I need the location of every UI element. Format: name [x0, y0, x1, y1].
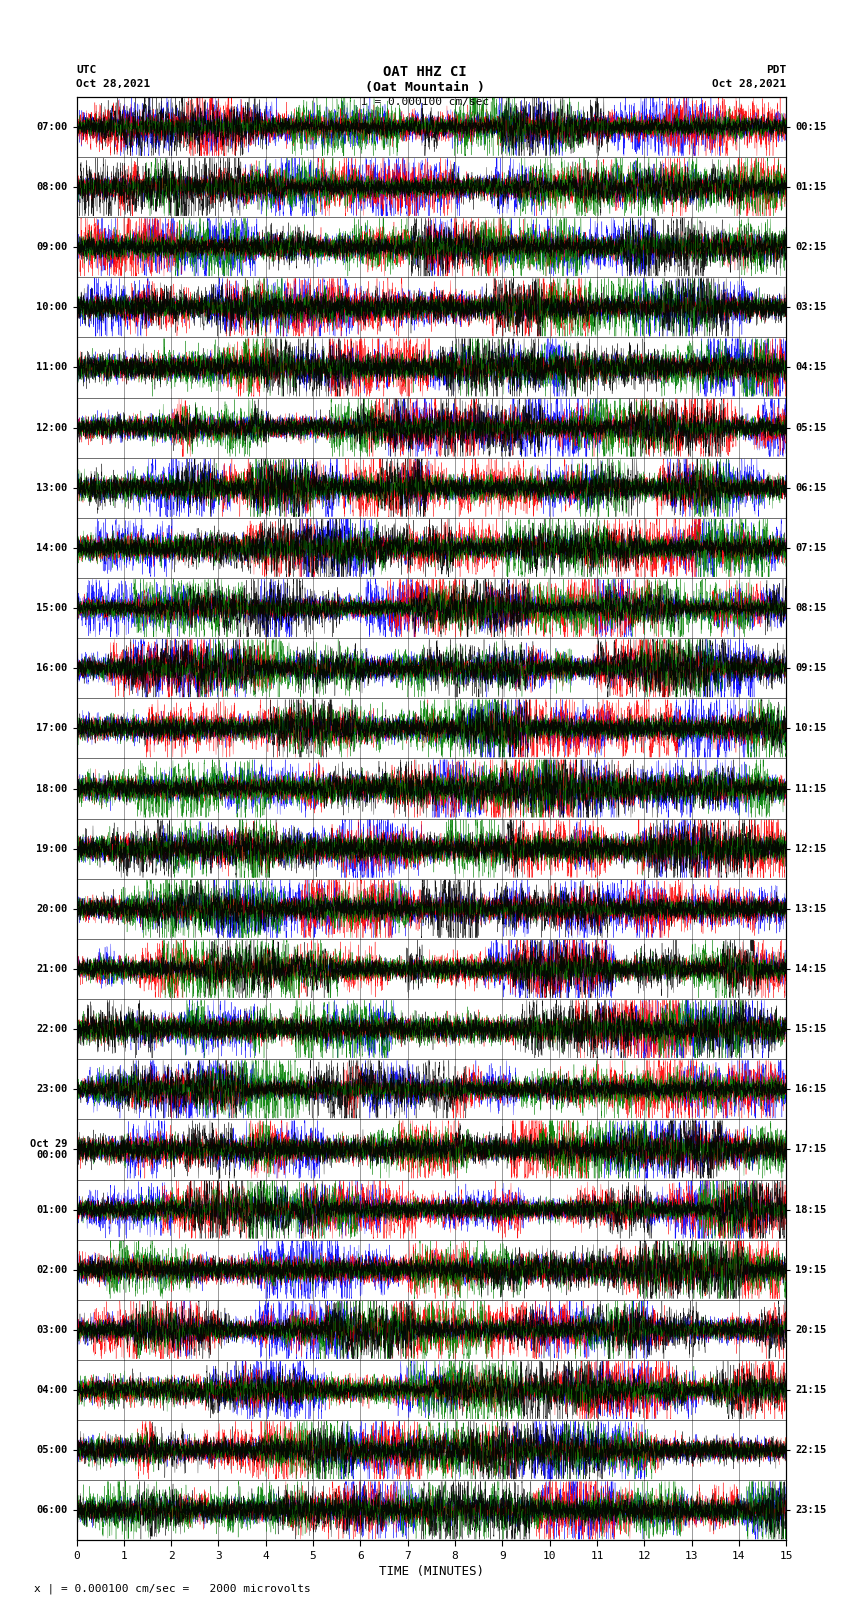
Text: I = 0.000100 cm/sec: I = 0.000100 cm/sec [361, 97, 489, 106]
X-axis label: TIME (MINUTES): TIME (MINUTES) [379, 1565, 484, 1578]
Text: (Oat Mountain ): (Oat Mountain ) [365, 81, 485, 94]
Text: x | = 0.000100 cm/sec =   2000 microvolts: x | = 0.000100 cm/sec = 2000 microvolts [34, 1582, 311, 1594]
Text: UTC: UTC [76, 65, 97, 74]
Text: OAT HHZ CI: OAT HHZ CI [383, 65, 467, 79]
Text: PDT: PDT [766, 65, 786, 74]
Text: Oct 28,2021: Oct 28,2021 [76, 79, 150, 89]
Text: Oct 28,2021: Oct 28,2021 [712, 79, 786, 89]
